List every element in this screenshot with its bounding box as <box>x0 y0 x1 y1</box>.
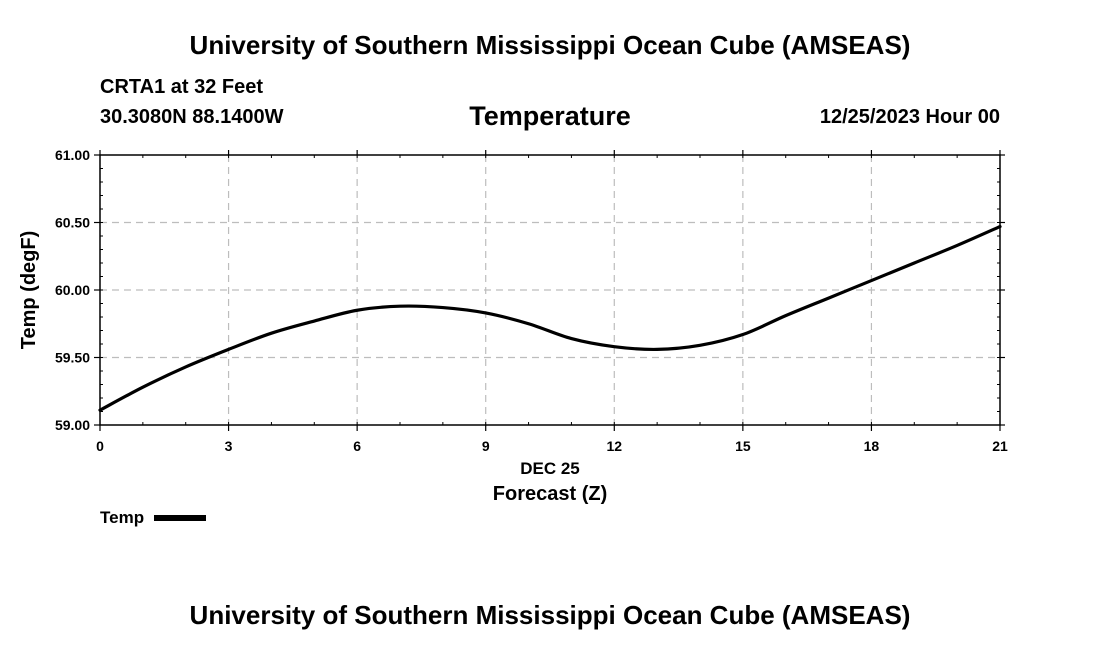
x-tick-label: 3 <box>225 438 233 454</box>
grid <box>100 155 1000 425</box>
x-tick-label: 0 <box>96 438 104 454</box>
legend-swatch <box>154 515 207 521</box>
page-title: University of Southern Mississippi Ocean… <box>189 30 911 60</box>
x-tick-label: 12 <box>606 438 622 454</box>
series-line-temp <box>98 224 1002 412</box>
y-tick-label: 61.00 <box>55 147 90 163</box>
y-tick-label: 59.00 <box>55 417 90 433</box>
x-tick-label: 18 <box>864 438 880 454</box>
y-tick-label: 60.50 <box>55 215 90 231</box>
x-tick-label: 6 <box>353 438 361 454</box>
x-axis-label: Forecast (Z) <box>493 483 607 505</box>
y-tick-label: 60.00 <box>55 282 90 298</box>
forecast-datetime: 12/25/2023 Hour 00 <box>819 106 1000 128</box>
x-tick-label: 15 <box>735 438 751 454</box>
legend: Temp <box>100 508 207 528</box>
station-label: CRTA1 at 32 Feet <box>100 76 264 98</box>
legend-label: Temp <box>100 508 145 527</box>
x-tick-labels: 0 3 6 9 12 15 18 21 <box>96 438 1008 454</box>
major-ticks <box>94 150 1005 431</box>
x-tick-label: 21 <box>992 438 1008 454</box>
y-tick-labels: 59.00 59.50 60.00 60.50 61.00 <box>55 147 90 433</box>
x-tick-label: 9 <box>482 438 490 454</box>
y-axis-label: Temp (degF) <box>18 231 40 350</box>
series-layer <box>98 224 1002 412</box>
x-axis-date-label: DEC 25 <box>520 459 580 478</box>
station-coordinates: 30.3080N 88.1400W <box>100 106 284 128</box>
y-tick-label: 59.50 <box>55 350 90 366</box>
chart-title: Temperature <box>469 101 631 131</box>
footer-title: University of Southern Mississippi Ocean… <box>189 600 911 630</box>
